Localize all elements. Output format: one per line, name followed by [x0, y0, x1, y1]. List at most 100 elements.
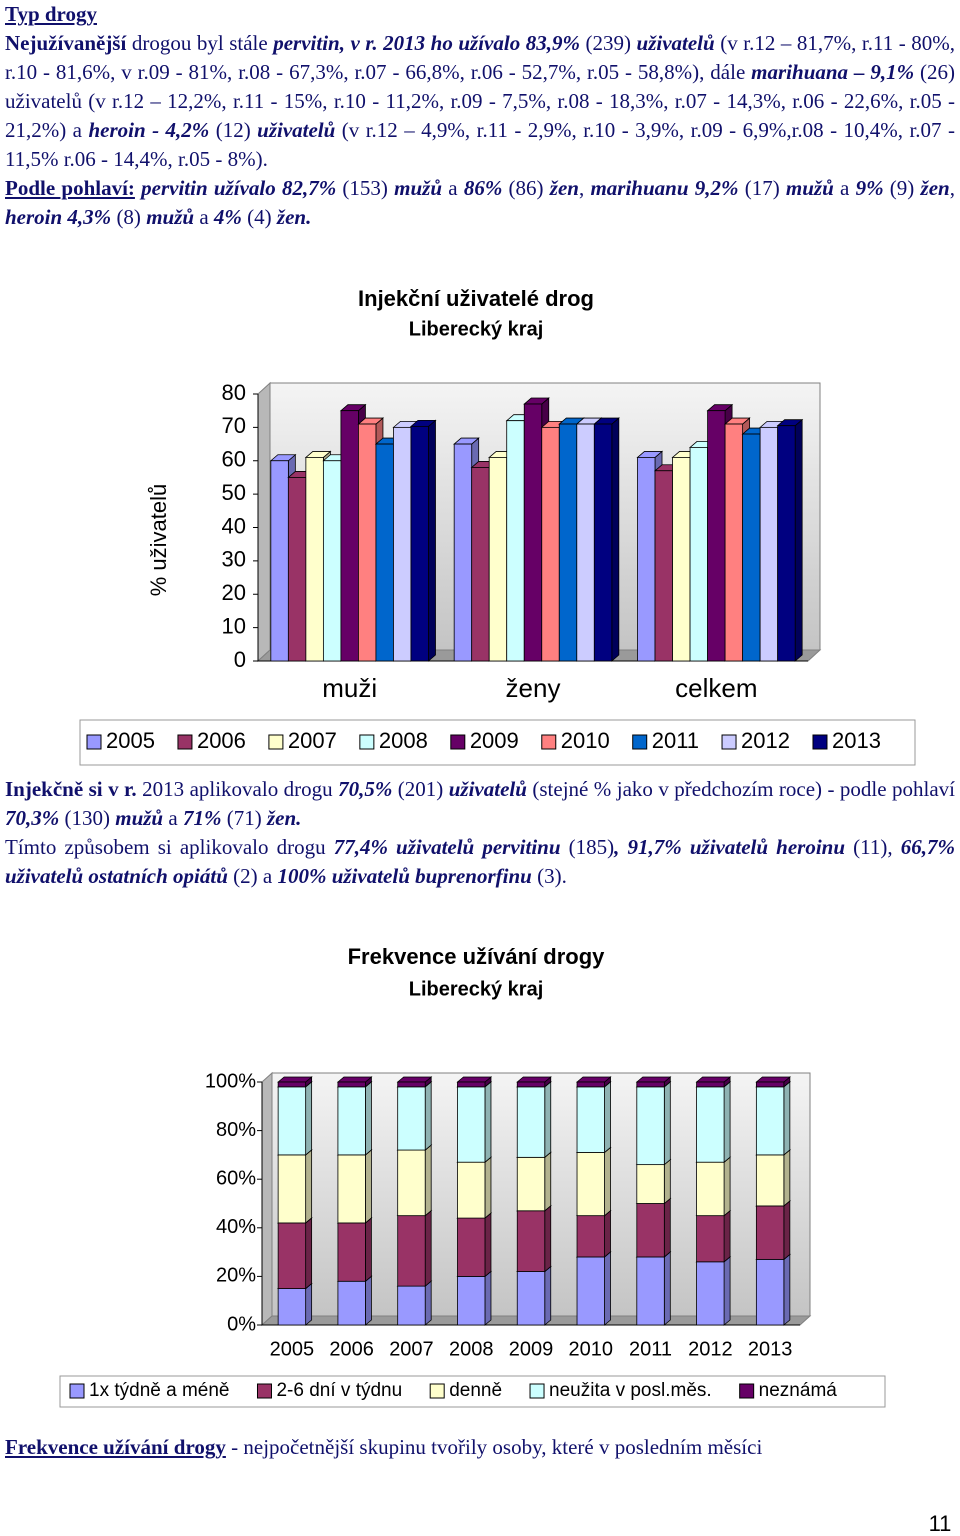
bar: [396, 1209, 433, 1287]
bar-top: [695, 1076, 732, 1083]
bar: [695, 1255, 732, 1326]
x-tick-label: 2006: [329, 1338, 374, 1360]
bar-front: [471, 467, 490, 662]
bar-top: [755, 1076, 791, 1083]
x-tick-label: 2011: [629, 1338, 672, 1360]
legend-label: 2010: [561, 728, 610, 753]
bar: [516, 1265, 552, 1326]
legend-label: 2008: [379, 728, 428, 753]
bar: [336, 1275, 373, 1326]
x-tick-label: 2010: [569, 1338, 614, 1360]
bar-shade: [544, 1077, 551, 1087]
bar-shade: [428, 420, 436, 661]
bar-front: [337, 1081, 366, 1088]
x-tick-label: celkem: [675, 673, 757, 703]
text-run: (185): [560, 835, 615, 859]
legend-swatch: [450, 734, 466, 750]
bar-front: [337, 1086, 366, 1156]
text-block: Frekvence užívání drogy - nejpočetnější …: [5, 1433, 955, 1462]
bar-front: [516, 1210, 546, 1272]
text-run: žen: [549, 176, 579, 200]
bar-top: [635, 1076, 672, 1083]
text-run: a: [442, 176, 464, 200]
bar: [456, 1081, 493, 1164]
bar-front: [397, 1285, 426, 1326]
bar: [575, 1251, 612, 1326]
bar-shade: [305, 1077, 312, 1087]
bar-front: [337, 1280, 366, 1326]
text-run: (2) a: [227, 864, 278, 888]
bar-shade: [425, 1145, 432, 1216]
bar-front: [576, 423, 595, 662]
bar-front: [322, 460, 342, 662]
bar-top: [396, 1076, 433, 1083]
bar-shade: [724, 1157, 731, 1216]
text-run: (130): [59, 806, 116, 830]
text-run: (11),: [845, 835, 901, 859]
bar-top: [516, 1076, 552, 1083]
bar-front: [340, 410, 359, 662]
paragraph: Frekvence užívání drogy - nejpočetnější …: [5, 1433, 955, 1462]
legend-swatch: [721, 734, 737, 750]
bar-shade: [604, 1251, 611, 1325]
y-tick-label: 80%: [216, 1119, 256, 1141]
y-tick-label: 40%: [216, 1216, 256, 1238]
paragraph: Nejužívanější drogou byl stále pervitin,…: [5, 29, 955, 174]
bar-front: [516, 1086, 546, 1158]
text-block: Typ drogy Nejužívanější drogou byl stále…: [5, 0, 955, 232]
bar-shade: [664, 1077, 671, 1087]
bar: [593, 417, 620, 662]
bar-front: [637, 457, 656, 662]
legend-swatch: [359, 734, 375, 750]
bar: [755, 1253, 791, 1326]
bar-front: [576, 1081, 605, 1088]
bar-shade: [425, 1077, 432, 1087]
bar: [336, 1217, 373, 1283]
bar-front: [755, 1086, 785, 1156]
chart-subtitle: Liberecký kraj: [409, 978, 544, 1000]
legend-swatch: [86, 734, 102, 750]
bar-shade: [484, 1157, 491, 1219]
bar-shade: [664, 1198, 671, 1257]
text-run: žen: [920, 176, 950, 200]
legend-swatch: [529, 1383, 545, 1399]
bar: [695, 1156, 732, 1217]
legend-swatch: [541, 734, 557, 750]
bar-front: [576, 1256, 605, 1326]
y-tick-label: 60: [222, 447, 246, 472]
y-tick-label: 80: [222, 380, 246, 405]
bar: [755, 1076, 791, 1088]
x-tick-label: 2008: [449, 1338, 494, 1360]
bar-front: [397, 1081, 426, 1088]
y-axis-label: % uživatelů: [146, 484, 171, 597]
bar-front: [457, 1086, 486, 1163]
y-tick-label: 30: [222, 547, 246, 572]
text-run: 70,3%: [5, 806, 60, 830]
bar-shade: [783, 1200, 790, 1260]
bar-front: [654, 470, 673, 662]
legend-label: 2011: [652, 728, 699, 753]
heading: Typ drogy: [5, 0, 955, 29]
paragraph: Tímto způsobem si aplikovalo drogu 77,4%…: [5, 833, 955, 891]
bar-front: [393, 426, 412, 662]
legend-label: 2005: [106, 728, 155, 753]
legend-swatch: [632, 734, 648, 750]
bar-front: [636, 1081, 665, 1088]
bar-shade: [305, 1149, 312, 1223]
bar: [277, 1282, 313, 1326]
y-tick-label: 20%: [216, 1265, 256, 1287]
y-tick-label: 20: [222, 580, 246, 605]
bar-front: [696, 1081, 725, 1088]
bar-front: [696, 1261, 725, 1326]
legend-swatch: [812, 734, 828, 750]
side-wall: [261, 1071, 273, 1327]
legend-swatch: [268, 734, 284, 750]
bar-shade: [795, 419, 803, 661]
bar-front: [516, 1271, 546, 1326]
bar-shade: [604, 1081, 611, 1153]
x-tick-label: 2009: [509, 1338, 554, 1360]
bar: [755, 1200, 791, 1261]
text-run: (stejné % jako v předchozím roce) - podl…: [526, 777, 955, 801]
bar-front: [593, 423, 613, 662]
